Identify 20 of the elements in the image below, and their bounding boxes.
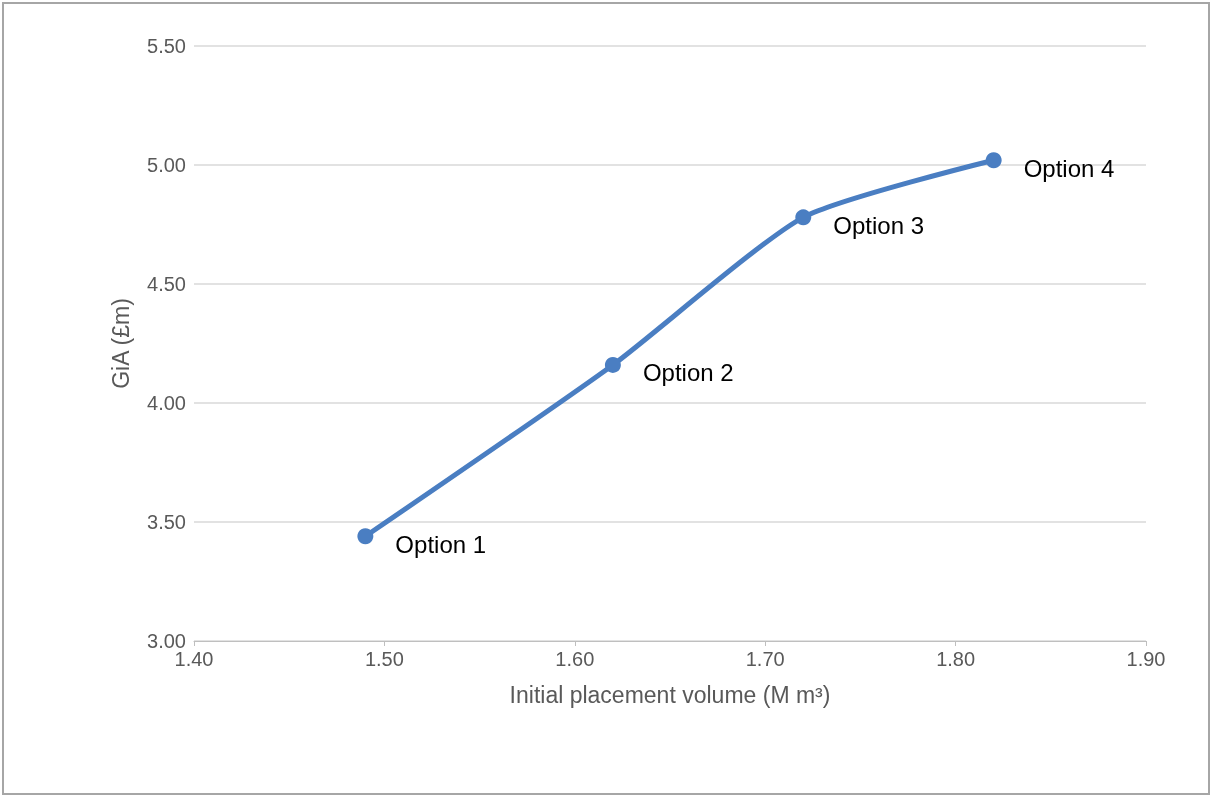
point xyxy=(357,528,374,545)
point xyxy=(604,356,621,373)
y-axis-title: GiA (£m) xyxy=(107,298,134,389)
annotation: Option 4 xyxy=(1023,154,1115,182)
x-axis-title: Initial placement volume (M m³) xyxy=(509,681,831,708)
annotation: Option 2 xyxy=(642,359,734,387)
annotation: Option 3 xyxy=(833,211,925,239)
x-tick-label: 1.60 xyxy=(555,648,595,670)
x-tick-label: 1.70 xyxy=(745,648,785,670)
point xyxy=(795,209,812,226)
y-tick-label: 4.50 xyxy=(147,273,186,295)
point xyxy=(985,152,1002,169)
y-tick-label: 5.00 xyxy=(147,154,186,176)
y-tick-label: 3.50 xyxy=(147,511,186,533)
y-tick-label: 5.50 xyxy=(147,35,186,57)
annotation: Option 1 xyxy=(395,530,487,558)
y-tick-label: 4.00 xyxy=(147,392,186,414)
x-tick-label: 1.80 xyxy=(936,648,976,670)
x-tick-label: 1.90 xyxy=(1126,648,1166,670)
x-tick-label: 1.50 xyxy=(364,648,404,670)
